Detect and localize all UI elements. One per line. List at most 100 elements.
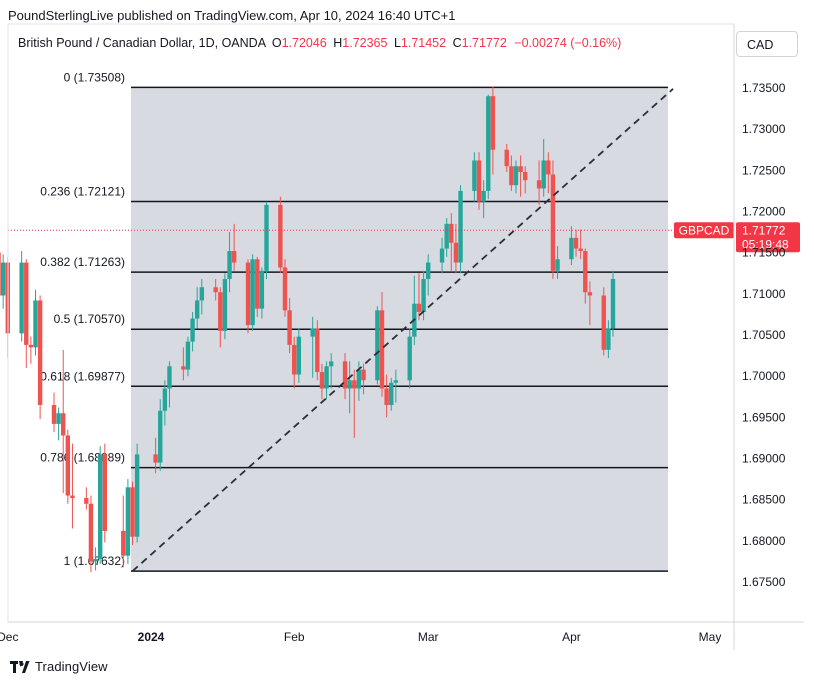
candle-body [51,404,57,424]
currency-button[interactable]: CAD [736,31,798,57]
candle-body [296,336,302,375]
candle-body [292,344,297,375]
candle-up [185,336,191,377]
price-tag-symbol-box [674,222,734,239]
candle-body [536,180,542,189]
candle-body [218,292,223,331]
high-value: 1.72365 [342,36,388,50]
candle-body [28,344,34,348]
open-label: O [271,36,282,50]
time-tick-label: Dec [0,630,18,644]
candle-body [578,248,583,252]
candles [0,86,616,573]
candle-body [379,310,385,389]
candle-body [121,530,126,556]
candle-down [278,196,283,274]
candle-body [93,558,98,562]
high-label: H [333,36,343,50]
candle-body [476,160,482,202]
candle-body [324,366,329,389]
candle-body [278,204,283,268]
low-label: L [393,36,401,50]
candle-body [19,262,24,334]
price-tick-label: 1.67500 [742,575,786,589]
tradingview-brand-text: TradingView [35,659,108,674]
candle-body [130,487,135,537]
candle-body [393,380,399,383]
candle-body [259,270,265,309]
candle-body [287,310,292,345]
candle-down [523,166,528,194]
tradingview-brand[interactable]: TradingView [10,659,108,674]
close-label: C [452,36,462,50]
candle-body [153,454,158,463]
candle-up [389,377,394,411]
candle-body [37,300,43,405]
candle-down [583,248,588,304]
candle-body [125,487,131,556]
dashed-trendline [131,88,674,572]
price-tick-label: 1.69000 [742,452,786,466]
candle-body [328,361,334,367]
candle-body [190,318,195,342]
axes: 1.67500 1.68000 1.68500 1.69000 1.69500 1.700… [0,23,804,650]
candle-down [319,363,325,400]
candle-down [361,363,366,395]
candle-down [546,152,551,194]
candle-up [610,270,616,337]
candle-down [88,495,94,573]
candle-body [504,149,509,167]
candle-down [28,336,34,364]
candle-up [481,180,486,219]
candle-body [416,303,422,312]
candle-down [231,223,237,271]
candle-body [555,259,560,271]
candle-up [125,479,131,564]
candle-down [153,437,158,474]
candle-up [606,320,611,359]
candle-body [199,287,205,301]
candle-body [222,279,228,331]
price-tick-label: 1.71000 [742,287,786,301]
candle-down [255,256,260,317]
candle-body [486,96,491,191]
candle-down [449,213,454,271]
candle-down [587,281,593,326]
candle-body [56,413,61,424]
candle-up [199,279,205,315]
candle-body [102,454,107,531]
candle-up [513,160,519,194]
price-tick-label: 1.70500 [742,328,786,342]
candle-body [513,166,519,186]
candle-body [472,160,477,191]
candle-up [555,246,560,280]
candle-down [37,295,43,419]
candle-body [227,251,232,280]
price-tick-label: 1.69500 [742,410,786,424]
price-tag-value-box [736,222,800,253]
candle-body [245,262,251,326]
price-tick-label: 1.72000 [742,205,786,219]
candle-body [319,372,325,389]
price-tick-label: 1.73500 [742,81,786,95]
candle-down [0,252,1,296]
candle-down [245,259,251,334]
candle-body [255,259,260,309]
candle-down [315,320,320,381]
candle-down [550,160,556,280]
candle-up [0,254,6,309]
candle-body [84,498,89,504]
candle-down [130,481,135,545]
candle-body [347,380,352,389]
candle-body [97,454,103,559]
candle-body [426,262,431,280]
candle-up [134,443,140,543]
candle-down [518,155,523,197]
close-value: 1.71772 [461,36,507,50]
candle-body [375,310,380,381]
candle-up [486,94,491,200]
candle-body [65,435,71,496]
candle-down [181,347,186,381]
candle-body [550,174,556,271]
